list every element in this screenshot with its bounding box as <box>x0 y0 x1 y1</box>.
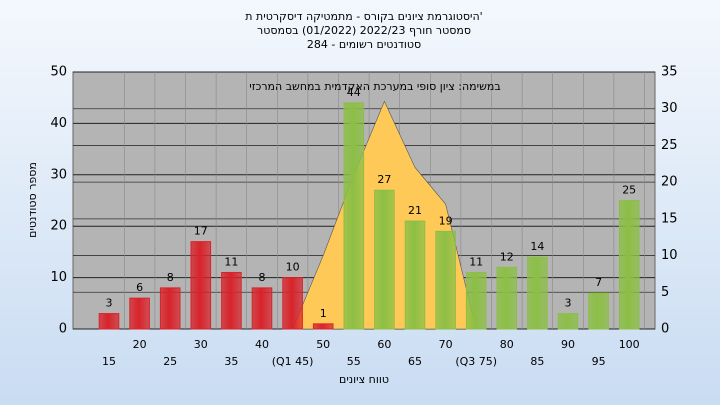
bar <box>557 313 579 330</box>
x-tick-label: 90 <box>561 338 575 351</box>
value-label: 11 <box>469 255 483 268</box>
x-tick-label: 30 <box>194 338 208 351</box>
bar <box>98 313 120 330</box>
value-label: 10 <box>286 261 300 274</box>
bar <box>374 189 395 330</box>
bar <box>282 277 303 330</box>
value-label: 6 <box>136 281 143 294</box>
x-tick-label: (Q1 45) <box>272 355 314 368</box>
bar <box>159 287 181 330</box>
value-label: 1 <box>320 307 327 320</box>
value-label: 19 <box>439 214 453 227</box>
x-tick-label: (Q3 75) <box>455 355 497 368</box>
y-tick-label: 30 <box>50 167 67 182</box>
bar <box>129 297 150 330</box>
annotation: במשימה: ציון סופי במערכת האקדמית במחשב ה… <box>249 80 500 93</box>
x-tick-label: 85 <box>530 355 544 368</box>
y2-tick-label: 10 <box>661 248 678 263</box>
bar <box>251 287 273 330</box>
y-tick-label: 0 <box>59 322 67 337</box>
bar <box>312 323 334 330</box>
value-label: 11 <box>224 255 238 268</box>
bar <box>618 200 640 330</box>
value-label: 8 <box>167 271 174 284</box>
chart-subtitle: סטודנטים רשומים - 284 <box>307 38 421 51</box>
x-tick-label: 65 <box>408 355 422 368</box>
y2-tick-label: 35 <box>661 65 678 80</box>
y-tick-label: 40 <box>50 116 67 131</box>
value-label: 14 <box>530 240 544 253</box>
x-tick-label: 55 <box>347 355 361 368</box>
value-label: 27 <box>377 173 391 186</box>
bar <box>221 271 242 330</box>
y-tick-label: 50 <box>50 65 67 80</box>
value-label: 21 <box>408 204 422 217</box>
bar <box>190 241 212 330</box>
x-tick-label: 25 <box>163 355 177 368</box>
value-label: 7 <box>595 276 602 289</box>
y2-tick-label: 30 <box>661 101 678 116</box>
value-label: 3 <box>565 297 572 310</box>
value-label: 25 <box>622 184 636 197</box>
value-label: 44 <box>347 86 361 99</box>
y-axis-label: מספר סטודנטים <box>26 162 39 238</box>
value-label: 17 <box>194 225 208 238</box>
y2-tick-label: 5 <box>661 285 669 300</box>
x-tick-label: 60 <box>377 338 391 351</box>
x-tick-label: 100 <box>619 338 640 351</box>
x-tick-label: 80 <box>500 338 514 351</box>
chart-subtitle: סמסטר חורף 2022/23 (01/2022) בסמסטר <box>257 24 471 37</box>
chart-title: היסטוגרמת ציונים בקורס - מתמטיקה דיסקרטי… <box>245 10 482 23</box>
x-tick-label: 35 <box>224 355 238 368</box>
bar <box>527 256 548 330</box>
x-tick-label: 20 <box>133 338 147 351</box>
x-tick-label: 95 <box>592 355 606 368</box>
x-tick-label: 50 <box>316 338 330 351</box>
value-label: 12 <box>500 250 514 263</box>
bar <box>465 271 487 330</box>
x-tick-label: 40 <box>255 338 269 351</box>
bar <box>404 220 426 330</box>
bar <box>343 102 365 330</box>
y-tick-label: 20 <box>50 219 67 234</box>
bar <box>588 292 609 330</box>
value-label: 8 <box>259 271 266 284</box>
y2-tick-label: 25 <box>661 138 678 153</box>
x-axis-label: טווח ציונים <box>339 373 389 386</box>
x-tick-label: 15 <box>102 355 116 368</box>
x-tick-label: 70 <box>439 338 453 351</box>
bar <box>435 230 456 330</box>
y2-tick-label: 0 <box>661 322 669 337</box>
y2-tick-label: 15 <box>661 211 678 226</box>
y2-tick-label: 20 <box>661 175 678 190</box>
y-tick-label: 10 <box>50 270 67 285</box>
bar <box>496 266 518 330</box>
value-label: 3 <box>106 297 113 310</box>
